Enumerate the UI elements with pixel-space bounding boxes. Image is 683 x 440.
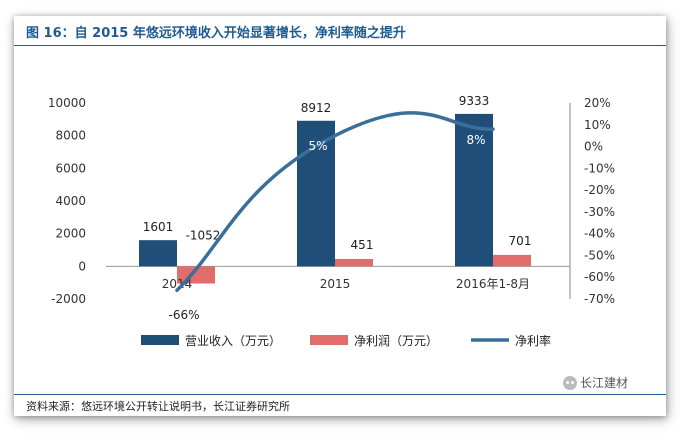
bar-label-revenue: 8912 [301, 101, 332, 115]
y-right-tick-label: 0% [584, 140, 603, 154]
bar-label-revenue: 9333 [459, 94, 490, 108]
y-left-tick-label: 0 [78, 259, 86, 273]
source-note: 资料来源：悠远环境公开转让说明书，长江证券研究所 [14, 394, 666, 416]
x-tick-label: 2016年1-8月 [456, 277, 530, 291]
y-right-tick-label: -30% [584, 205, 615, 219]
y-left-tick-label: 8000 [55, 129, 86, 143]
watermark: 长江建材 [563, 374, 628, 391]
legend-label-profit: 净利润（万元） [354, 334, 438, 348]
line-label-margin: 8% [466, 133, 485, 147]
y-left-tick-label: 4000 [55, 194, 86, 208]
y-right-tick-label: -70% [584, 292, 615, 306]
y-right-tick-label: -10% [584, 161, 615, 175]
bar-revenue [455, 113, 493, 267]
bar-label-profit: 701 [509, 234, 532, 248]
bar-profit [335, 258, 373, 267]
bar-profit [493, 254, 531, 267]
y-left-tick-label: -2000 [51, 292, 86, 306]
y-left-tick-label: 10000 [48, 96, 86, 110]
y-left-tick-label: 2000 [55, 227, 86, 241]
y-right-tick-label: -50% [584, 248, 615, 262]
y-right-tick-label: -60% [584, 270, 615, 284]
wechat-icon [563, 375, 577, 390]
bar-revenue [139, 240, 177, 267]
legend-swatch-revenue [141, 335, 179, 345]
bar-label-profit: -1052 [186, 228, 221, 242]
chart-card [14, 16, 666, 416]
bar-label-revenue: 1601 [143, 220, 174, 234]
bar-label-profit: 451 [351, 238, 374, 252]
line-label-margin: -66% [168, 308, 199, 322]
line-label-margin: 5% [308, 139, 327, 153]
y-right-tick-label: 20% [584, 96, 611, 110]
y-right-tick-label: -20% [584, 183, 615, 197]
chart-title: 图 16：自 2015 年悠远环境收入开始显著增长，净利率随之提升 [14, 16, 666, 46]
y-right-tick-label: 10% [584, 118, 611, 132]
line-net-margin [175, 111, 495, 293]
legend-swatch-profit [310, 335, 348, 345]
watermark-text: 长江建材 [580, 376, 629, 390]
x-tick-label: 2015 [320, 277, 351, 291]
legend-label-margin: 净利率 [515, 333, 551, 348]
y-right-tick-label: -40% [584, 227, 615, 241]
y-left-tick-label: 6000 [55, 161, 86, 175]
legend-label-revenue: 营业收入（万元） [185, 334, 281, 348]
